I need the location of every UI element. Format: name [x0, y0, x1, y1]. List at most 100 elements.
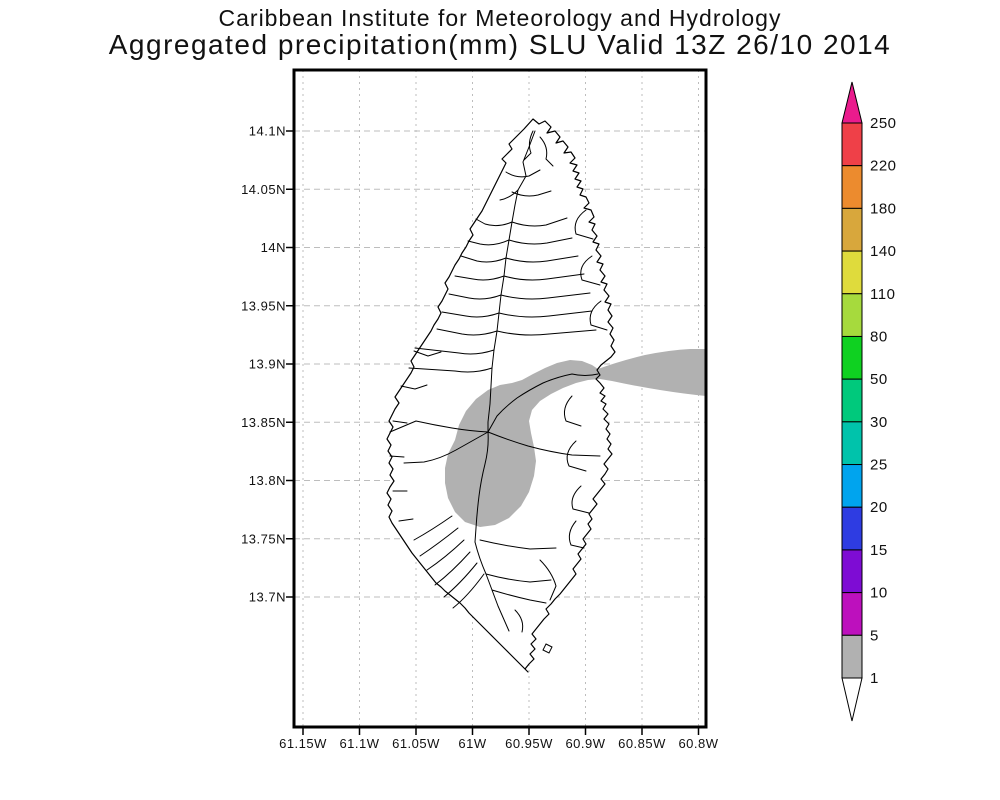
colorbar-tick-label: 5	[870, 627, 879, 644]
watershed-line	[514, 609, 524, 633]
watershed-line	[413, 515, 453, 541]
colorbar-segment	[841, 207, 863, 252]
watershed-line	[571, 485, 590, 514]
colorbar-segment	[841, 250, 863, 295]
colorbar-segment	[841, 634, 863, 679]
colorbar-tick-label: 50	[870, 371, 888, 388]
y-tick-label: 13.7N	[249, 590, 286, 605]
precipitation-area	[598, 349, 706, 396]
figure-title-product: Aggregated precipitation(mm) SLU Valid 1…	[108, 29, 892, 60]
colorbar-segment	[841, 464, 863, 508]
watershed-line	[436, 328, 498, 336]
watershed-line	[426, 539, 465, 571]
watershed-boundaries	[389, 130, 608, 633]
watershed-line	[523, 130, 534, 161]
watershed-line	[454, 275, 505, 281]
watershed-line	[479, 539, 557, 550]
colorbar-segment	[841, 122, 863, 167]
watershed-line	[413, 350, 442, 357]
colorbar-segment	[841, 335, 863, 380]
y-tick-label: 13.75N	[241, 531, 286, 546]
watershed-line	[448, 293, 502, 300]
x-tick-label: 60.8W	[678, 736, 718, 751]
axis-ticks: 61.15W 61.1W 61.05W 61W 60.95W 60.9W 60.85W 60.…	[241, 124, 718, 752]
x-tick-label: 60.9W	[565, 736, 605, 751]
y-tick-label: 13.95N	[241, 298, 286, 313]
y-tick-label: 13.8N	[249, 473, 286, 488]
watershed-line	[539, 559, 557, 601]
watershed-line	[566, 440, 587, 472]
colorbar-tick-label: 140	[870, 243, 897, 260]
colorbar: 250 220 180 140 110 80 50 30 25 20 15 10 5 1	[841, 81, 897, 722]
colorbar-arrow-bottom	[841, 677, 863, 722]
colorbar-arrow-top	[841, 81, 863, 124]
watershed-line	[499, 189, 519, 201]
watershed-line	[505, 169, 541, 178]
colorbar-tick-label: 10	[870, 585, 888, 602]
watershed-line	[539, 136, 554, 167]
colorbar-segment	[841, 165, 863, 209]
colorbar-tick-label: 250	[870, 115, 897, 132]
island-coastline	[386, 118, 616, 673]
x-tick-label: 60.95W	[505, 736, 553, 751]
watershed-line	[475, 218, 513, 227]
watershed-line	[508, 237, 573, 245]
watershed-line	[568, 520, 585, 549]
colorbar-segment	[841, 549, 863, 594]
watershed-line	[434, 551, 471, 586]
colorbar-segment	[841, 506, 863, 551]
y-tick-label: 14.1N	[249, 124, 286, 139]
colorbar-segment	[841, 293, 863, 337]
precipitation-shading	[445, 349, 706, 527]
watershed-line	[460, 255, 507, 263]
watershed-line	[403, 431, 489, 464]
colorbar-segment	[841, 421, 863, 466]
watershed-line	[500, 292, 591, 300]
colorbar-tick-label: 180	[870, 200, 897, 217]
watershed-line	[400, 384, 428, 390]
y-tick-label: 14.05N	[241, 182, 286, 197]
x-tick-label: 61.05W	[392, 736, 440, 751]
colorbar-tick-label: 20	[870, 499, 888, 516]
watershed-line	[491, 589, 547, 604]
precipitation-area	[445, 360, 600, 527]
watershed-line	[564, 395, 582, 427]
watershed-line	[452, 573, 485, 609]
x-tick-label: 61W	[458, 736, 486, 751]
watershed-line	[441, 311, 500, 318]
watershed-line	[485, 573, 552, 583]
watershed-line	[467, 239, 510, 246]
watershed-line	[487, 431, 601, 457]
watershed-line	[408, 367, 493, 373]
x-tick-label: 60.85W	[618, 736, 666, 751]
x-tick-label: 61.1W	[339, 736, 379, 751]
colorbar-tick-label: 1	[870, 670, 879, 687]
watershed-line	[392, 420, 408, 424]
offshore-islet	[542, 643, 553, 654]
y-tick-label: 14N	[261, 240, 286, 255]
watershed-line	[580, 255, 601, 286]
watershed-line	[414, 347, 495, 355]
watershed-line	[511, 217, 568, 227]
figure-title-institute: Caribbean Institute for Meteorology and …	[218, 5, 782, 31]
watershed-line	[487, 373, 599, 433]
watershed-line	[474, 431, 489, 543]
watershed-line	[574, 209, 594, 240]
y-tick-label: 13.9N	[249, 357, 286, 372]
y-tick-label: 13.85N	[241, 415, 286, 430]
colorbar-tick-label: 25	[870, 457, 888, 474]
watershed-line	[496, 329, 597, 336]
watershed-line	[498, 310, 593, 318]
colorbar-segment	[841, 378, 863, 423]
watershed-line	[503, 273, 585, 281]
colorbar-tick-label: 15	[870, 542, 888, 559]
watershed-line	[589, 300, 608, 331]
colorbar-tick-label: 80	[870, 328, 888, 345]
watershed-line	[505, 255, 579, 263]
colorbar-tick-label: 30	[870, 414, 888, 431]
watershed-line	[419, 527, 459, 557]
watershed-line	[398, 518, 414, 522]
watershed-line	[389, 420, 489, 433]
